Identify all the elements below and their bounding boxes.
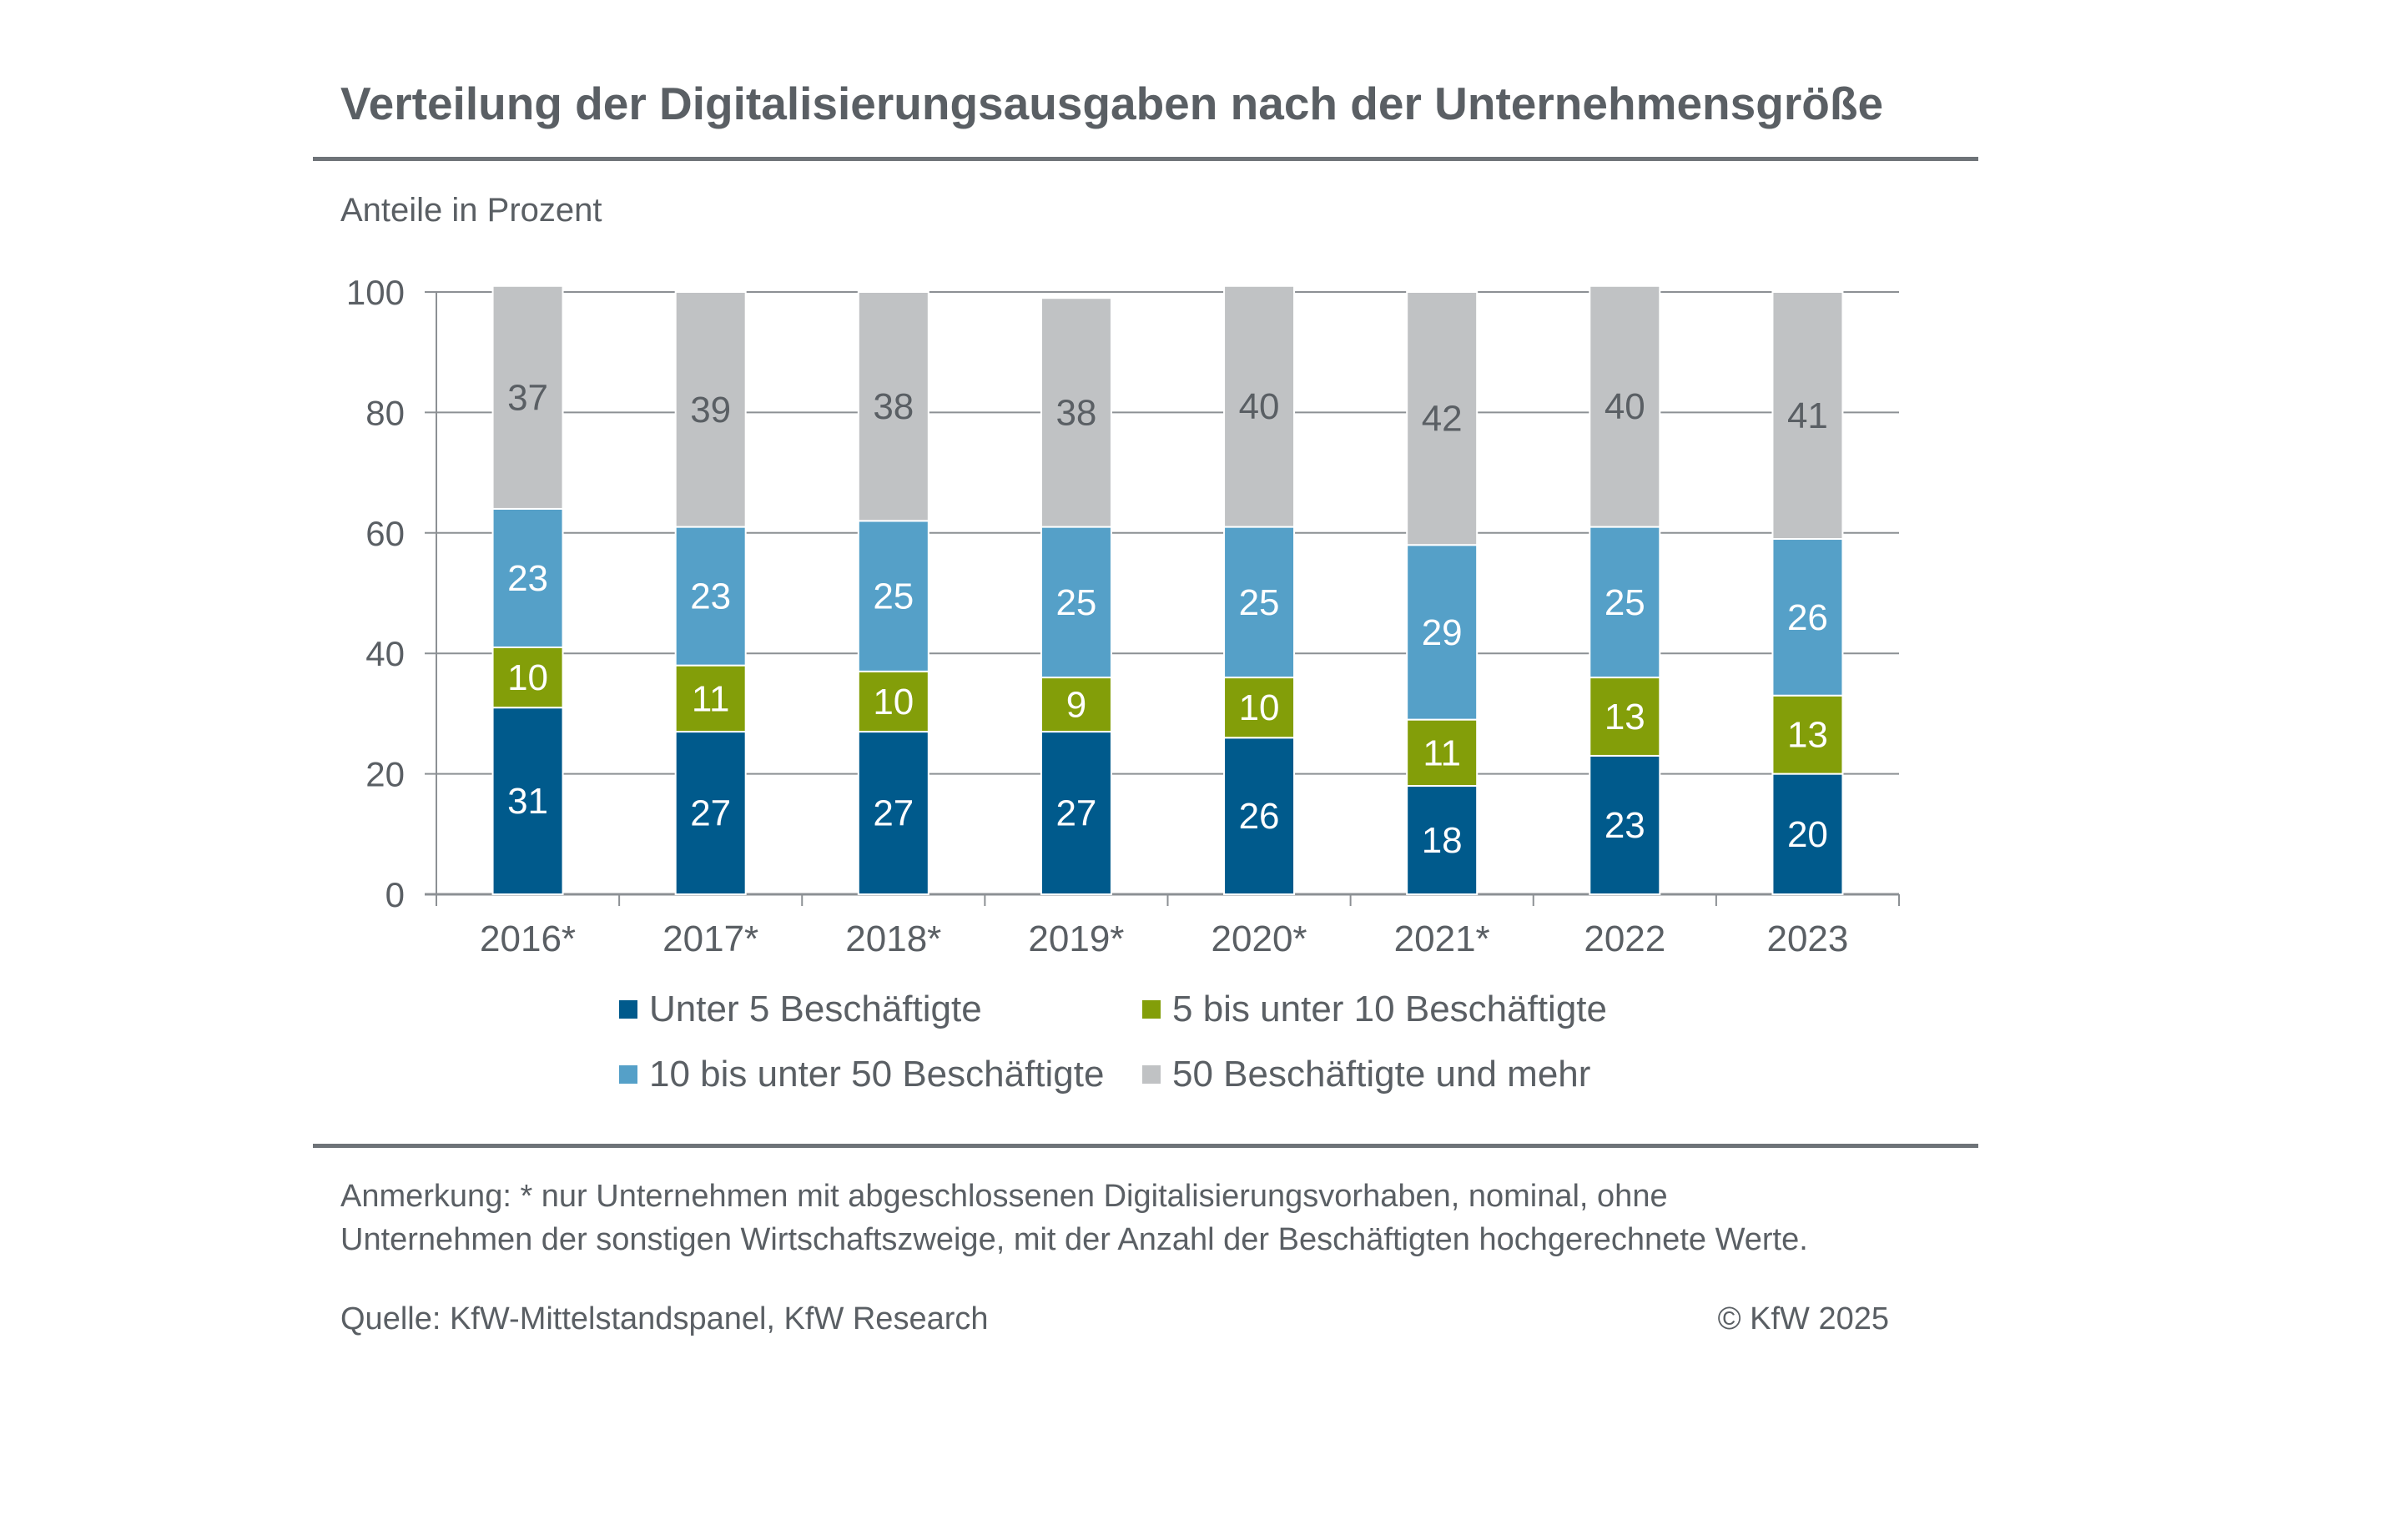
legend-swatch-series-3	[1142, 1065, 1161, 1084]
data-label: 23	[690, 576, 731, 617]
x-tick-label: 2023	[1766, 918, 1848, 959]
data-label: 31	[507, 781, 548, 822]
y-tick-label: 40	[365, 634, 405, 673]
data-label: 25	[1239, 582, 1280, 623]
y-tick-label: 100	[346, 273, 405, 312]
data-label: 11	[692, 678, 730, 719]
bar-segment	[1040, 731, 1112, 895]
data-label: 23	[507, 558, 548, 599]
bar-segment	[1040, 526, 1112, 679]
bar-segment	[1040, 677, 1112, 733]
bar-segment	[1771, 538, 1844, 697]
bar-segment	[1771, 291, 1844, 541]
bar-segment	[1406, 544, 1479, 721]
bar-segment	[674, 291, 747, 528]
bar-segment	[1589, 526, 1661, 679]
bar-segment	[1771, 694, 1844, 775]
bar-segment	[1406, 291, 1479, 546]
data-label: 40	[1604, 386, 1645, 427]
bar-segment	[1406, 718, 1479, 788]
data-label: 9	[1066, 685, 1086, 726]
data-label: 13	[1604, 697, 1645, 737]
legend-swatch-series-1	[1142, 1000, 1161, 1019]
data-label: 18	[1422, 820, 1463, 861]
data-label: 26	[1239, 796, 1280, 837]
bar-segment	[1223, 677, 1296, 739]
x-tick-label: 2022	[1584, 918, 1665, 959]
data-label: 39	[690, 390, 731, 430]
data-label: 27	[690, 793, 731, 834]
data-label: 41	[1787, 395, 1828, 436]
legend-label-series-1: 5 bis unter 10 Beschäftigte	[1172, 989, 1607, 1029]
bar-segment	[857, 520, 929, 672]
data-label: 25	[1604, 582, 1645, 623]
data-label: 23	[1604, 805, 1645, 846]
data-label: 42	[1422, 399, 1463, 440]
source-text: Quelle: KfW-Mittelstandspanel, KfW Resea…	[340, 1301, 989, 1336]
bar-segment	[1589, 677, 1661, 757]
bar-segment	[857, 291, 929, 522]
data-label: 10	[873, 682, 914, 722]
x-tick-label: 2021*	[1394, 918, 1490, 959]
footnote-line-2: Unternehmen der sonstigen Wirtschaftszwe…	[340, 1222, 1808, 1257]
data-label: 37	[507, 377, 548, 418]
y-tick-label: 20	[365, 755, 405, 794]
top-divider	[313, 157, 1978, 161]
bar-segment	[857, 670, 929, 733]
x-tick-label: 2020*	[1212, 918, 1307, 959]
legend-label-series-2: 10 bis unter 50 Beschäftigte	[649, 1054, 1105, 1095]
legend: Unter 5 Beschäftigte 5 bis unter 10 Besc…	[619, 989, 1704, 1130]
copyright-text: © KfW 2025	[1717, 1301, 1889, 1336]
bar-segment	[1406, 785, 1479, 895]
bar-segment	[491, 284, 564, 510]
y-tick-label: 0	[385, 875, 405, 914]
data-label: 13	[1787, 715, 1828, 756]
data-label: 10	[1239, 687, 1280, 728]
bar-segment	[674, 664, 747, 733]
bar-segment	[1223, 737, 1296, 896]
stacked-bar-chart: 0 20 40 60 80 100 31 10 23 37 2016* 27 11 23 39 2017* 27…	[346, 273, 1900, 959]
data-label: 25	[873, 576, 914, 617]
legend-item-series-0: Unter 5 Beschäftigte	[619, 989, 982, 1030]
legend-swatch-series-2	[619, 1065, 637, 1084]
legend-label-series-3: 50 Beschäftigte und mehr	[1172, 1054, 1591, 1095]
legend-swatch-series-0	[619, 1000, 637, 1019]
legend-item-series-2: 10 bis unter 50 Beschäftigte	[619, 1054, 1104, 1095]
bar-segment	[1040, 297, 1112, 528]
data-label: 10	[507, 657, 548, 698]
y-axis-unit-label: Anteile in Prozent	[340, 192, 602, 229]
data-label: 27	[873, 793, 914, 834]
bar-segment	[857, 731, 929, 895]
data-label: 40	[1239, 386, 1280, 427]
bar-segment	[1771, 773, 1844, 895]
data-label: 11	[1423, 732, 1461, 773]
y-tick-label: 60	[365, 514, 405, 553]
x-tick-label: 2016*	[480, 918, 576, 959]
legend-item-series-3: 50 Beschäftigte und mehr	[1142, 1054, 1590, 1095]
footnote-line-1: Anmerkung: * nur Unternehmen mit abgesch…	[340, 1179, 1668, 1214]
data-label: 38	[1055, 392, 1096, 433]
data-label: 29	[1422, 612, 1463, 653]
data-label: 27	[1055, 793, 1096, 834]
data-label: 25	[1055, 582, 1096, 623]
bar-segment	[491, 507, 564, 648]
bottom-divider	[313, 1144, 1978, 1148]
x-tick-label: 2017*	[662, 918, 758, 959]
footnote: Anmerkung: * nur Unternehmen mit abgesch…	[340, 1175, 1808, 1261]
x-tick-label: 2019*	[1028, 918, 1124, 959]
legend-item-series-1: 5 bis unter 10 Beschäftigte	[1142, 989, 1607, 1030]
bar-segment	[1589, 284, 1661, 528]
legend-label-series-0: Unter 5 Beschäftigte	[649, 989, 982, 1029]
bar-segment	[1223, 284, 1296, 528]
y-tick-label: 80	[365, 393, 405, 432]
bar-segment	[1223, 526, 1296, 679]
chart-title: Verteilung der Digitalisierungsausgaben …	[340, 78, 1884, 129]
data-label: 20	[1787, 814, 1828, 855]
bar-segment	[1589, 754, 1661, 895]
bar-segment	[674, 731, 747, 895]
data-label: 26	[1787, 597, 1828, 638]
data-label: 38	[873, 386, 914, 427]
x-tick-label: 2018*	[845, 918, 941, 959]
